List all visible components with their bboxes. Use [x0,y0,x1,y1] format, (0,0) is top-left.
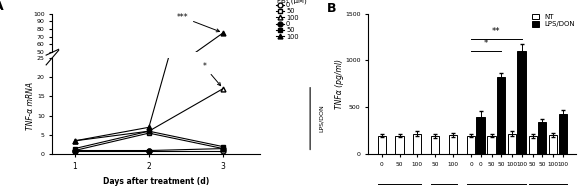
Text: *: * [203,62,221,86]
Y-axis label: TNFα (pg/ml): TNFα (pg/ml) [335,59,344,109]
Bar [431,136,439,154]
Legend: 0, 50, 100, 0, 50, 100: 0, 50, 100, 0, 50, 100 [276,2,299,40]
Bar [449,135,457,154]
Text: ***: *** [176,13,219,32]
Y-axis label: TNF-α mRNA: TNF-α mRNA [26,82,36,130]
Bar [528,136,537,154]
Bar [488,136,496,154]
Bar [559,114,567,154]
Bar [378,136,386,154]
Bar [538,122,546,154]
Bar [467,136,475,154]
Legend: NT, LPS/DON: NT, LPS/DON [532,14,575,27]
Text: **: ** [492,27,501,36]
Text: LPS/DON: LPS/DON [318,105,324,132]
X-axis label: Days after treatment (d): Days after treatment (d) [103,177,210,186]
Bar [508,134,516,154]
Text: B: B [327,2,336,15]
Bar [396,136,404,154]
Bar [477,117,485,154]
Text: FB₁ (μM): FB₁ (μM) [277,0,307,4]
Text: *: * [484,39,488,48]
Text: A: A [0,0,4,13]
Bar [517,51,526,154]
Bar [549,135,557,154]
Bar [413,134,421,154]
Bar [497,77,505,154]
